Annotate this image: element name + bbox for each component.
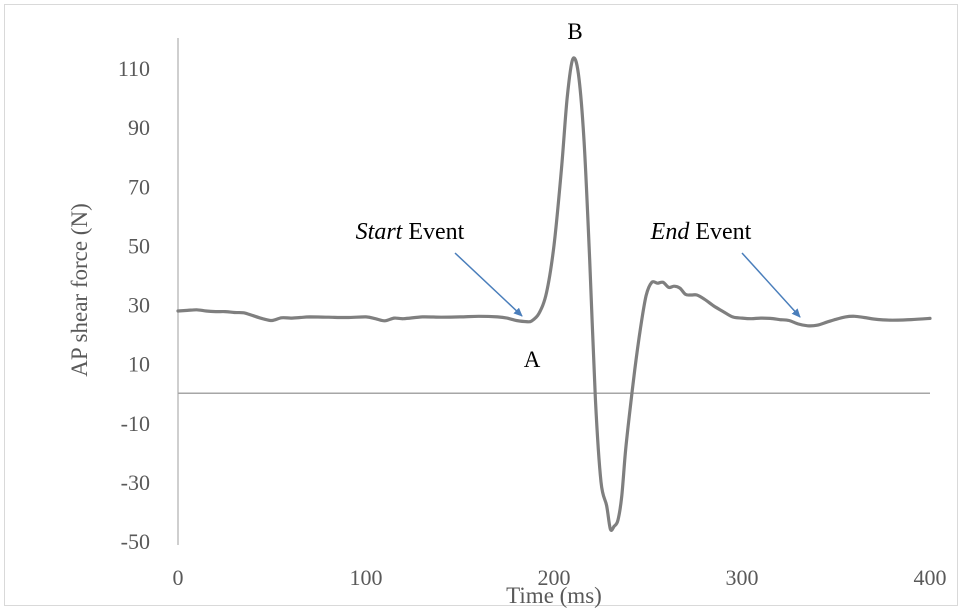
y-tick-label: 70 xyxy=(128,174,150,199)
y-tick-label: 90 xyxy=(128,115,150,140)
x-tick-label: 400 xyxy=(914,565,947,590)
end-event-arrow xyxy=(741,252,801,318)
y-tick-label: -10 xyxy=(121,411,150,436)
end-event-label: End Event xyxy=(650,219,752,245)
y-tick-label: 110 xyxy=(118,56,150,81)
x-tick-label: 200 xyxy=(538,565,571,590)
y-axis-title: AP shear force (N) xyxy=(67,203,92,377)
y-tick-label: 10 xyxy=(128,352,150,377)
y-tick-labels: -50 -30 -10 10 30 50 70 90 110 xyxy=(118,56,150,554)
y-tick-label: -50 xyxy=(121,529,150,554)
chart-frame xyxy=(4,4,958,606)
x-tick-labels: 0 100 200 300 400 xyxy=(173,565,947,590)
point-label-a: A xyxy=(524,347,541,372)
point-label-b: B xyxy=(567,19,582,44)
x-axis-title: Time (ms) xyxy=(506,583,602,608)
x-tick-label: 100 xyxy=(350,565,383,590)
x-tick-label: 300 xyxy=(726,565,759,590)
y-tick-label: 50 xyxy=(128,233,150,258)
start-event-arrow xyxy=(454,252,523,317)
y-tick-label: -30 xyxy=(121,470,150,495)
start-event-label: Start Event xyxy=(356,219,465,245)
series-line xyxy=(176,56,932,532)
y-tick-label: 30 xyxy=(128,293,150,318)
x-tick-label: 0 xyxy=(173,565,184,590)
